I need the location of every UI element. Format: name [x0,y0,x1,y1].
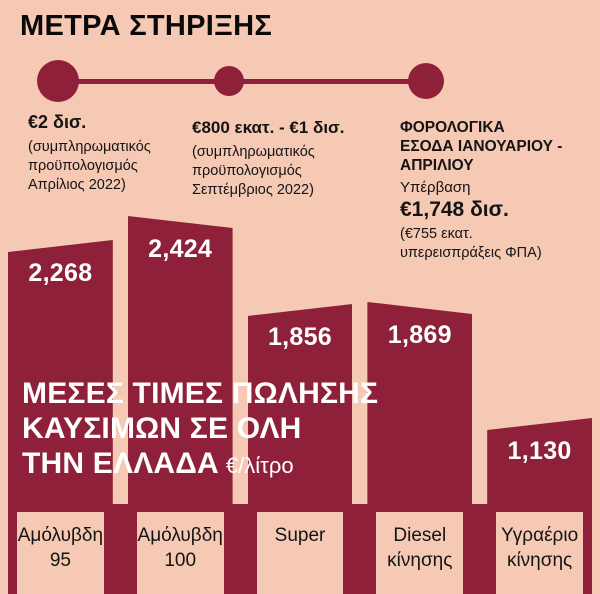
timeline-note-line: Σεπτέμβριος 2022) [192,182,314,198]
timeline-subtext: Υπέρβαση [400,179,471,196]
bar-value-label: 1,130 [507,437,572,465]
timeline-item-april-budget: €2 δισ. (συμπληρωματικός προϋπολογισμός … [28,112,193,195]
timeline-note-line: (€755 εκατ. [400,226,473,242]
timeline-amount: €1,748 δισ. [400,198,509,221]
page-title: ΜΕΤΡΑ ΣΤΗΡΙΞΗΣ [20,10,273,42]
bar-value-label: 1,869 [387,321,452,349]
bar-category-label-line: Αμόλυβδη [17,525,104,546]
timeline-dot [408,63,444,99]
bar-category-label: Diesel κίνησης [376,512,464,594]
timeline-amount: €800 εκατ. - €1 δισ. [192,118,345,137]
timeline-item-tax-revenue: ΦΟΡΟΛΟΓΙΚΑ ΕΣΟΔΑ ΙΑΝΟΥΑΡΙΟΥ - ΑΠΡΙΛΙΟΥ Υ… [400,118,596,263]
bar-category-label-line: Υγραέριο [501,525,579,546]
category-labels-row: Αμόλυβδη 95 Αμόλυβδη 100 Super Diesel κίνησης Υ… [8,504,592,594]
bar-category-label-line: 100 [164,550,197,571]
bar-category-label-line: κίνησης [387,550,453,571]
bar-category-label-line: κίνησης [506,550,573,571]
timeline-note-line: προϋπολογισμός [192,163,302,179]
bar-value-label: 1,856 [267,323,333,351]
chart-title-line-text: ΤΗΝ ΕΛΛΑΔΑ [22,447,219,480]
timeline-item-september-budget: €800 εκατ. - €1 δισ. (συμπληρωματικός πρ… [192,118,370,200]
chart-title: ΜΕΣΕΣ ΤΙΜΕΣ ΠΩΛΗΣΗΣ ΚΑΥΣΙΜΩΝ ΣΕ ΟΛΗ ΤΗΝ … [22,376,378,483]
timeline-note-line: (συμπληρωματικός [192,144,315,160]
bar-value-label: 2,268 [28,259,93,287]
chart-unit-label: €/λίτρο [225,453,294,478]
timeline-amount: €2 δισ. [28,112,87,132]
timeline-note-line: υπερεισπράξεις ΦΠΑ) [400,245,542,261]
bar-value-label: 2,424 [148,235,213,263]
timeline-note-line: Απρίλιος 2022) [28,177,126,193]
bar-category-label: Υγραέριο κίνησης [496,512,583,594]
timeline-note-line: (συμπληρωματικός [28,139,151,155]
timeline-dot [214,66,244,96]
bar-category-label: Αμόλυβδη 95 [17,512,104,594]
chart-title-line: ΤΗΝ ΕΛΛΑΔΑ €/λίτρο [22,446,378,483]
bar-category-label: Super [256,512,344,594]
timeline-dot [37,60,79,102]
timeline-heading-line: ΑΠΡΙΛΙΟΥ [400,157,474,174]
timeline-heading-line: ΦΟΡΟΛΟΓΙΚΑ [400,119,505,136]
bar-category-label-line: Αμόλυβδη [137,525,223,546]
bar-category-label-line: Super [274,525,326,546]
bar-category-label: Αμόλυβδη 100 [136,512,224,594]
chart-title-line: ΚΑΥΣΙΜΩΝ ΣΕ ΟΛΗ [22,412,302,445]
bar-category-label-line: Diesel [393,525,447,546]
chart-title-line: ΜΕΣΕΣ ΤΙΜΕΣ ΠΩΛΗΣΗΣ [22,377,379,410]
bar-category-label-line: 95 [49,550,71,571]
timeline-heading-line: ΕΣΟΔΑ ΙΑΝΟΥΑΡΙΟΥ - [400,138,563,155]
timeline-note-line: προϋπολογισμός [28,158,138,174]
